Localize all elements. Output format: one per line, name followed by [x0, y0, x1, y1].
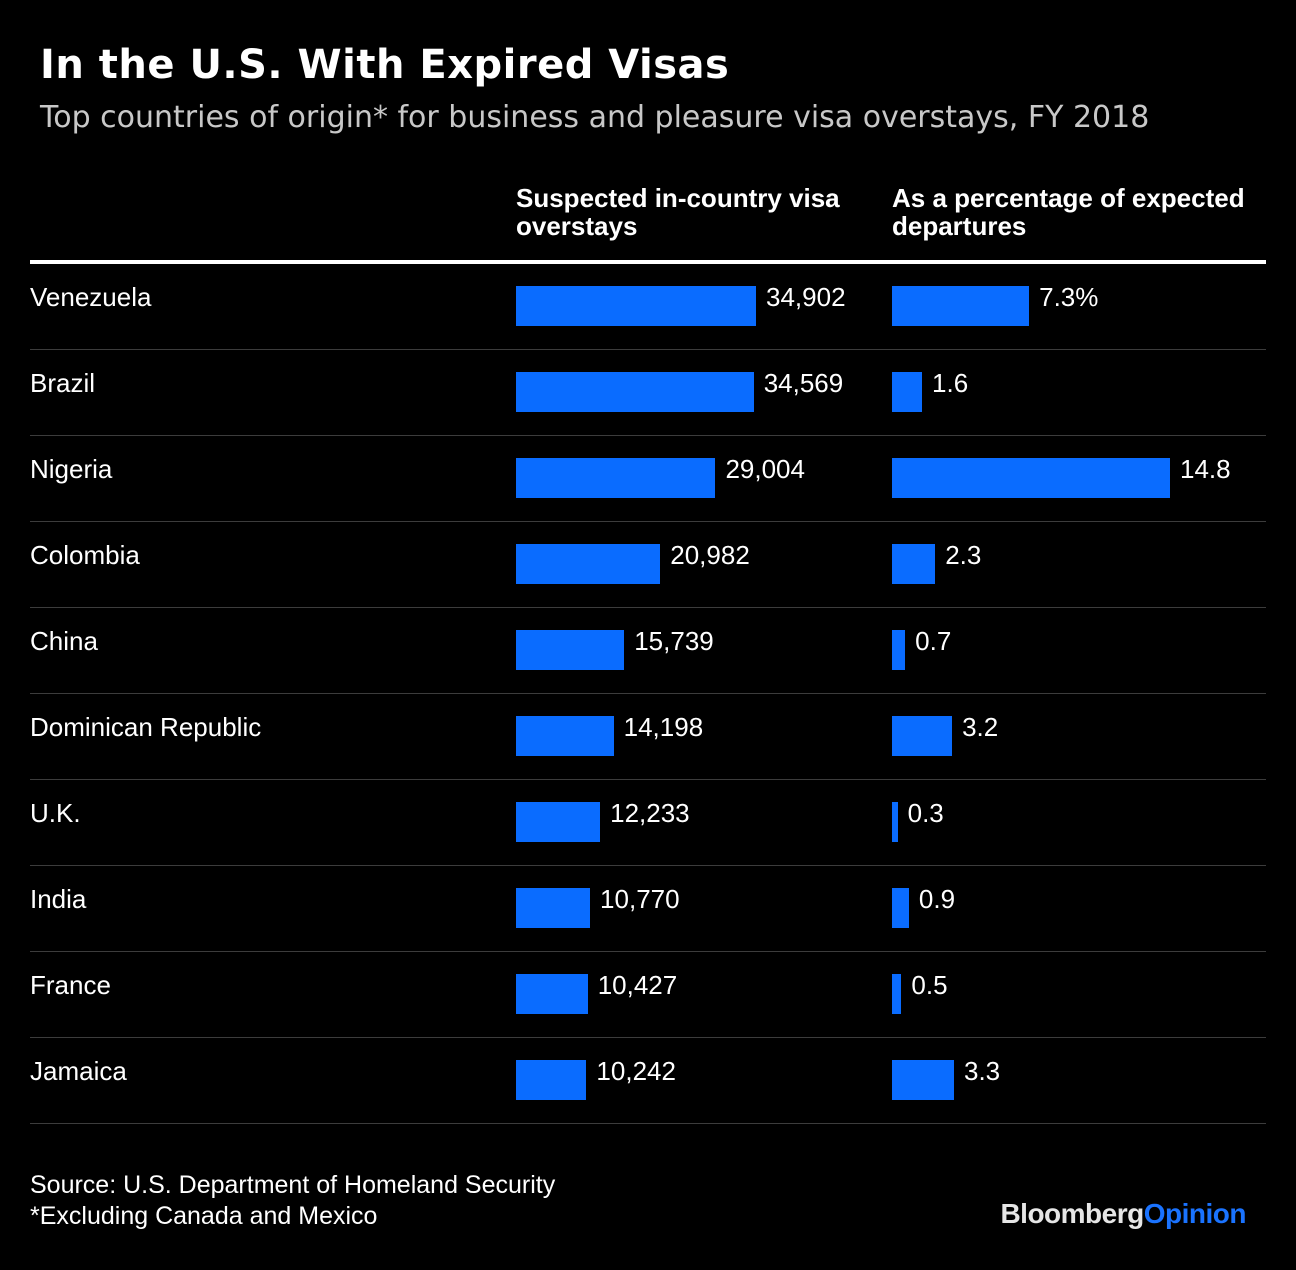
percentage-bar: [892, 286, 1030, 326]
overstays-value-label: 34,902: [766, 282, 846, 312]
percentage-value-label: 3.2: [962, 712, 999, 742]
country-label: France: [30, 970, 111, 1000]
footnote-text: *Excluding Canada and Mexico: [30, 1202, 378, 1230]
table-row: Brazil 34,569 1.6: [30, 350, 1266, 436]
overstays-value-label: 10,242: [596, 1056, 676, 1086]
table-row: Dominican Republic 14,198 3.2: [30, 694, 1266, 780]
table-row: Venezuela 34,902 7.3%: [30, 264, 1266, 350]
country-label: China: [30, 626, 98, 656]
percentage-bar: [892, 544, 936, 584]
percentage-bar: [892, 888, 909, 928]
overstays-value-label: 34,569: [763, 368, 844, 398]
column-heading-overstays: Suspected in-country visa overstays: [516, 183, 840, 241]
percentage-value-label: 0.7: [915, 626, 952, 656]
table-row: Colombia 20,982 2.3: [30, 522, 1266, 608]
overstays-value-label: 14,198: [623, 712, 704, 742]
country-label: Nigeria: [30, 454, 113, 484]
table-row: Jamaica 10,242 3.3: [30, 1038, 1266, 1124]
percentage-value-label: 0.5: [911, 970, 948, 1000]
overstays-bar: [516, 1060, 587, 1100]
overstays-bar: [516, 544, 661, 584]
percentage-bar: [892, 974, 902, 1014]
overstays-value-label: 10,770: [600, 884, 680, 914]
overstays-bar: [516, 372, 754, 412]
source-text: Source: U.S. Department of Homeland Secu…: [30, 1171, 556, 1199]
table-row: U.K. 12,233 0.3: [30, 780, 1266, 866]
overstays-bar: [516, 802, 601, 842]
table-row: France 10,427 0.5: [30, 952, 1266, 1038]
logo-part-bloomberg: Bloomberg: [1000, 1198, 1144, 1229]
percentage-bar: [892, 372, 923, 412]
country-label: Colombia: [30, 540, 140, 570]
country-label: India: [30, 884, 87, 914]
chart-title: In the U.S. With Expired Visas: [40, 42, 730, 88]
overstays-value-label: 15,739: [634, 626, 714, 656]
overstays-bar: [516, 630, 625, 670]
table-row: India 10,770 0.9: [30, 866, 1266, 952]
overstays-bar: [516, 286, 756, 326]
table-row: Nigeria 29,004 14.8: [30, 436, 1266, 522]
source-note: Source: U.S. Department of Homeland Secu…: [30, 1170, 555, 1232]
percentage-bar: [892, 1060, 954, 1100]
percentage-value-label: 14.8: [1180, 454, 1231, 484]
overstays-bar: [516, 716, 614, 756]
header-rule: [30, 260, 1266, 264]
column-heading-percentage: As a percentage of expected departures: [892, 183, 1245, 241]
logo-part-opinion: Opinion: [1143, 1198, 1247, 1229]
overstays-value-label: 12,233: [610, 798, 690, 828]
percentage-value-label: 0.9: [918, 884, 956, 914]
country-label: Brazil: [30, 368, 96, 398]
overstays-bar: [516, 888, 591, 928]
percentage-value-label: 1.6: [932, 368, 969, 398]
overstays-value-label: 10,427: [597, 970, 678, 1000]
table-row: China 15,739 0.7: [30, 608, 1266, 694]
country-label: Venezuela: [30, 282, 152, 312]
country-label: U.K.: [30, 798, 81, 828]
percentage-bar: [892, 630, 906, 670]
chart-subtitle: Top countries of origin* for business an…: [40, 100, 1150, 135]
country-label: Dominican Republic: [30, 712, 262, 742]
bloomberg-opinion-logo: BloombergOpinion: [1000, 1198, 1246, 1230]
percentage-value-label: 0.3: [907, 798, 944, 828]
percentage-value-label: 7.3%: [1039, 282, 1099, 312]
country-label: Jamaica: [30, 1056, 127, 1086]
overstays-value-label: 20,982: [670, 540, 750, 570]
percentage-bar: [892, 802, 898, 842]
percentage-bar: [892, 458, 1170, 498]
overstays-bar: [516, 458, 716, 498]
overstays-bar: [516, 974, 588, 1014]
overstays-value-label: 29,004: [725, 454, 805, 484]
percentage-bar: [892, 716, 953, 756]
percentage-value-label: 3.3: [963, 1056, 1001, 1086]
percentage-value-label: 2.3: [945, 540, 982, 570]
